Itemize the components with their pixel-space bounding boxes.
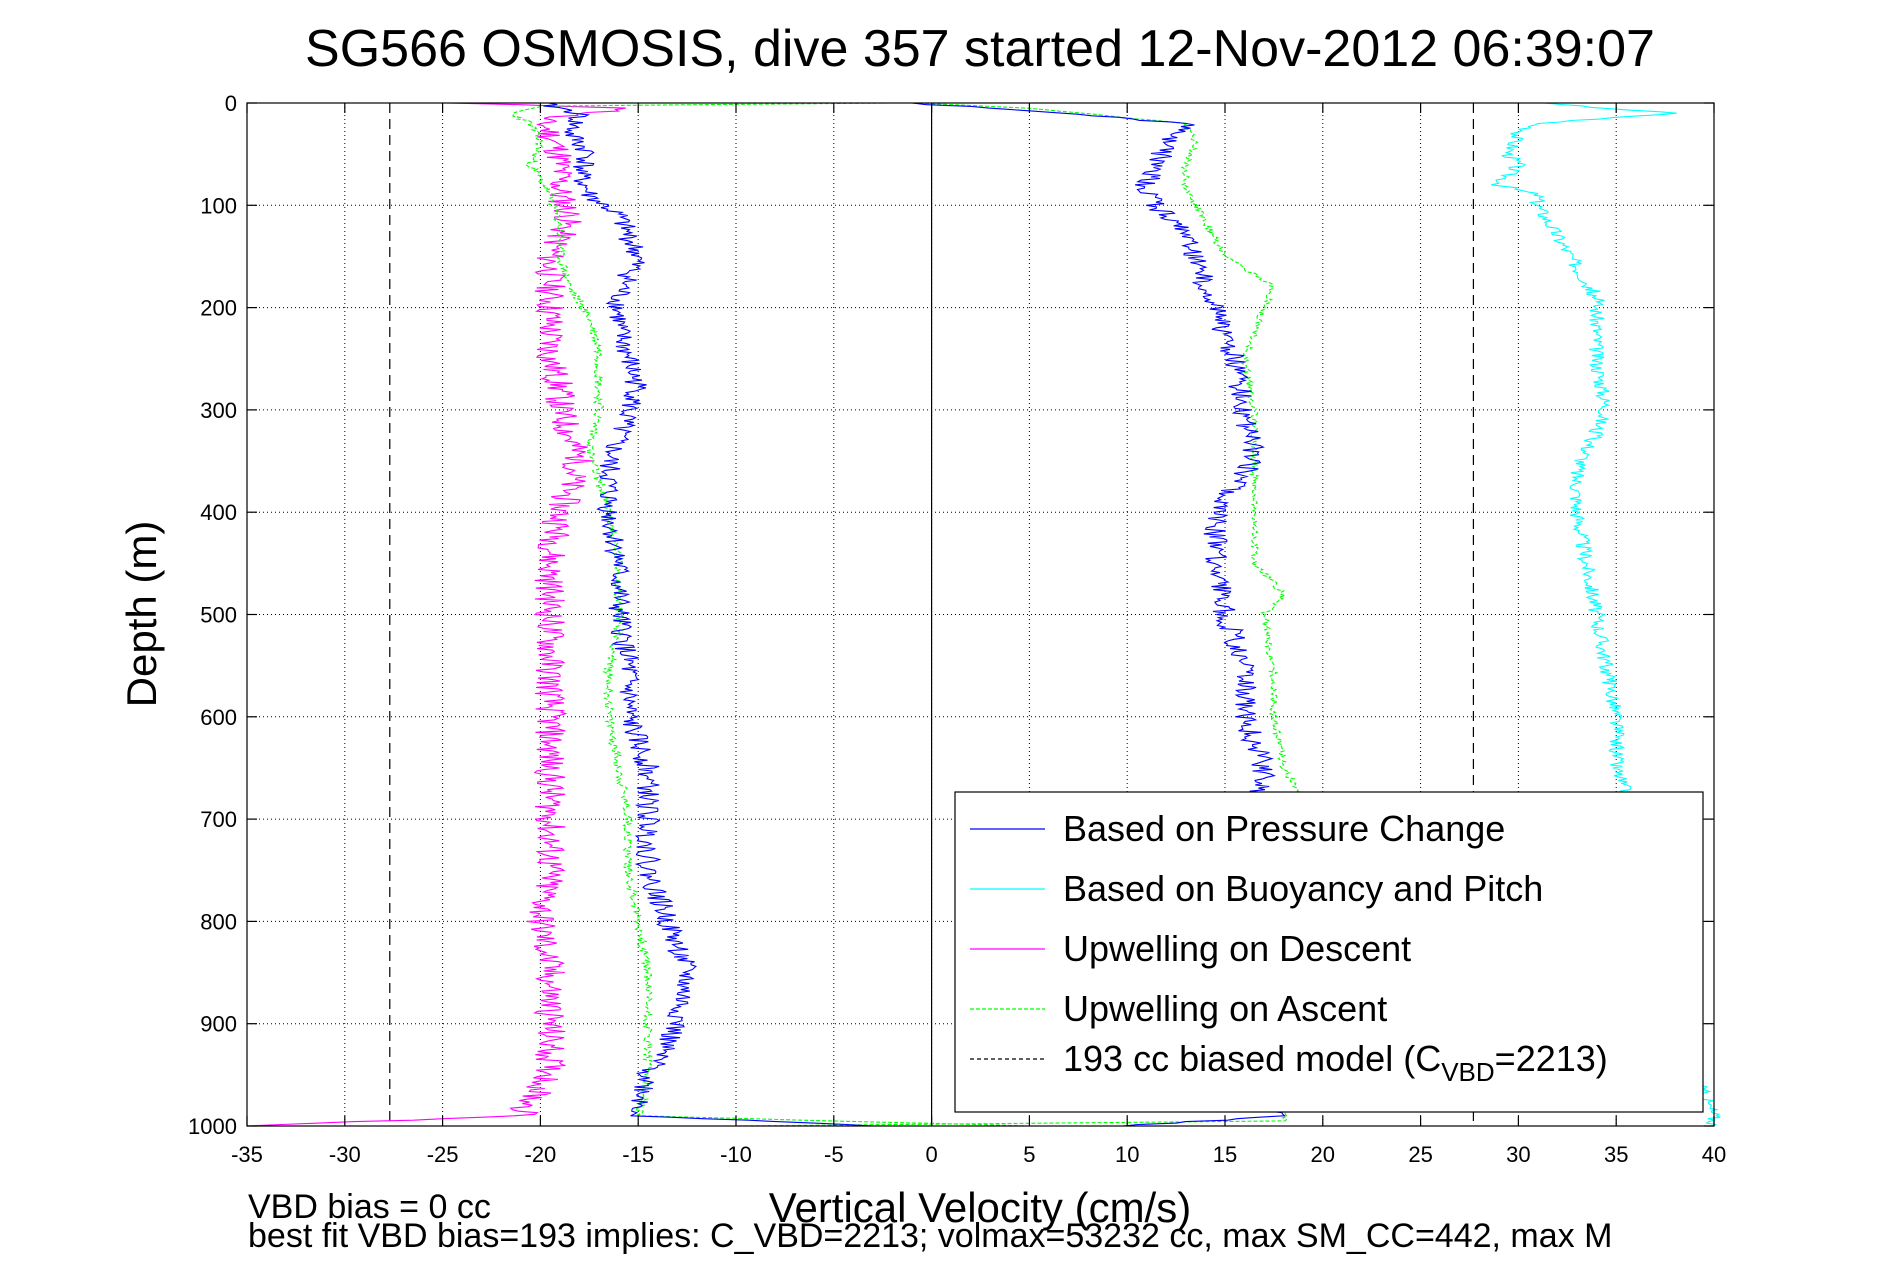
footnote-vbd-bias: VBD bias = 0 cc [248, 1188, 491, 1226]
tick-marks [246, 102, 1715, 1127]
x-tick-label: 25 [1408, 1142, 1432, 1167]
legend-buoyancy-label: Based on Buoyancy and Pitch [1063, 868, 1543, 909]
x-tick-label: 30 [1506, 1142, 1530, 1167]
legend-items: Based on Pressure Change Based on Buoyanc… [970, 808, 1608, 1087]
legend: Based on Pressure Change Based on Buoyanc… [954, 791, 1704, 1113]
y-tick-label: 1000 [188, 1114, 237, 1139]
x-tick-labels: -35 -30 -25 -20 -15 -10 -5 0 5 10 15 20 25 30 35 40 [231, 1142, 1726, 1167]
legend-box [954, 791, 1704, 1113]
x-tick-label: -15 [622, 1142, 654, 1167]
y-tick-label: 600 [200, 705, 237, 730]
x-tick-label: 40 [1702, 1142, 1726, 1167]
x-tick-label: -10 [720, 1142, 752, 1167]
y-tick-label: 700 [200, 807, 237, 832]
x-tick-label: -20 [525, 1142, 557, 1167]
x-tick-label: 0 [925, 1142, 937, 1167]
y-tick-label: 900 [200, 1012, 237, 1037]
y-tick-labels: 0 100 200 300 400 500 600 700 800 900 1000 [188, 91, 237, 1139]
y-tick-label: 300 [200, 398, 237, 423]
x-tick-label: 15 [1213, 1142, 1237, 1167]
x-axis-label: Vertical Velocity (cm/s) [769, 1184, 1191, 1231]
y-axis-label: Depth (m) [118, 521, 165, 708]
legend-ascent-label: Upwelling on Ascent [1063, 988, 1387, 1029]
chart-title: SG566 OSMOSIS, dive 357 started 12-Nov-2… [305, 20, 1655, 78]
footnote-best-fit: best fit VBD bias=193 implies: C_VBD=221… [248, 1217, 1612, 1255]
x-tick-label: -25 [427, 1142, 459, 1167]
y-tick-label: 400 [200, 500, 237, 525]
x-tick-label: 35 [1604, 1142, 1628, 1167]
y-tick-label: 0 [225, 91, 237, 116]
y-tick-label: 500 [200, 603, 237, 628]
series-upwelling-descent [246, 102, 626, 1127]
x-tick-label: -30 [329, 1142, 361, 1167]
legend-descent-label: Upwelling on Descent [1063, 928, 1411, 969]
y-tick-label: 100 [200, 193, 237, 218]
x-tick-label: 10 [1115, 1142, 1139, 1167]
x-tick-label: 20 [1311, 1142, 1335, 1167]
x-tick-label: -35 [231, 1142, 263, 1167]
series-pressure-descent [543, 102, 873, 1127]
x-tick-label: -5 [824, 1142, 844, 1167]
series-upwelling-ascent [512, 102, 1030, 1127]
legend-bias-label: 193 cc biased model (CVBD=2213) [1063, 1038, 1608, 1087]
x-tick-label: 5 [1023, 1142, 1035, 1167]
y-tick-label: 800 [200, 909, 237, 934]
legend-pressure-label: Based on Pressure Change [1063, 808, 1505, 849]
y-tick-label: 200 [200, 296, 237, 321]
